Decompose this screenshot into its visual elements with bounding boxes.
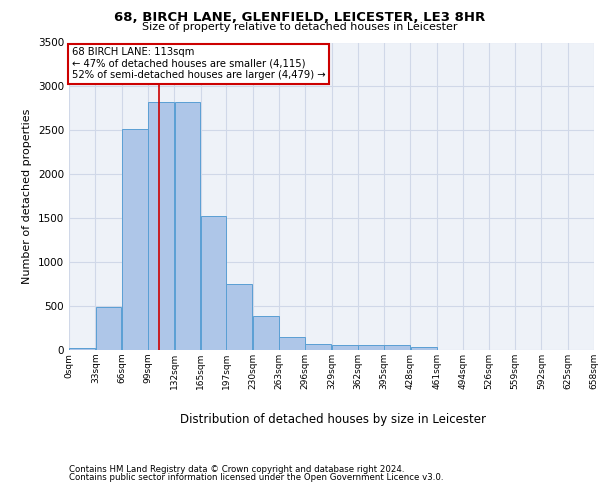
Bar	[148, 102, 174, 350]
Bar	[385, 345, 410, 350]
Bar	[305, 344, 331, 350]
Bar	[226, 284, 253, 350]
Bar	[332, 345, 358, 350]
Text: Contains HM Land Registry data © Crown copyright and database right 2024.: Contains HM Land Registry data © Crown c…	[69, 465, 404, 474]
Text: Size of property relative to detached houses in Leicester: Size of property relative to detached ho…	[142, 22, 458, 32]
Bar	[122, 130, 148, 350]
Bar	[69, 348, 95, 350]
Text: 68, BIRCH LANE, GLENFIELD, LEICESTER, LE3 8HR: 68, BIRCH LANE, GLENFIELD, LEICESTER, LE…	[115, 11, 485, 24]
Text: 68 BIRCH LANE: 113sqm
← 47% of detached houses are smaller (4,115)
52% of semi-d: 68 BIRCH LANE: 113sqm ← 47% of detached …	[71, 47, 325, 80]
Bar	[279, 338, 305, 350]
Bar	[358, 345, 384, 350]
Bar	[253, 316, 278, 350]
Bar	[95, 307, 121, 350]
Text: Contains public sector information licensed under the Open Government Licence v3: Contains public sector information licen…	[69, 472, 443, 482]
Bar	[175, 102, 200, 350]
Bar	[410, 348, 437, 350]
Y-axis label: Number of detached properties: Number of detached properties	[22, 108, 32, 284]
Text: Distribution of detached houses by size in Leicester: Distribution of detached houses by size …	[180, 412, 486, 426]
Bar	[201, 216, 226, 350]
